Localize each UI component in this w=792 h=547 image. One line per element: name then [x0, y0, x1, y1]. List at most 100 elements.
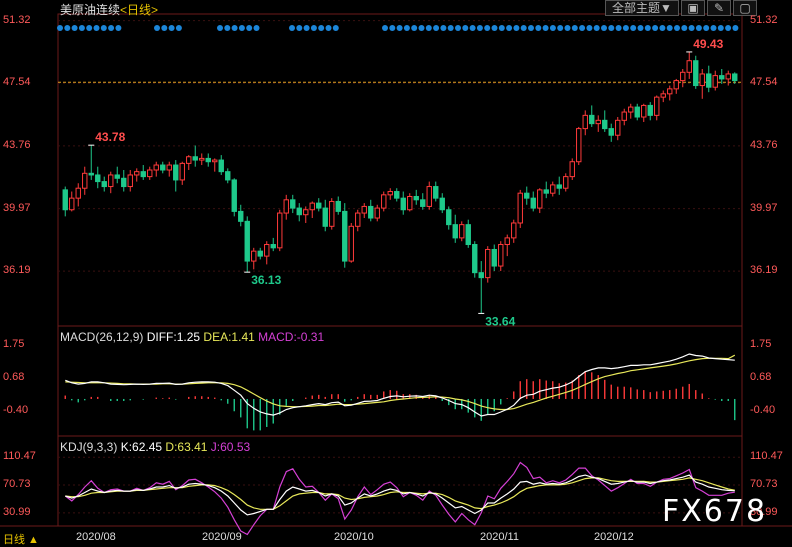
event-dot: [666, 25, 673, 31]
candle-body: [595, 119, 601, 125]
candle-body: [394, 191, 400, 199]
event-dot: [253, 25, 260, 31]
candle-body: [62, 189, 68, 211]
price-tick-right: 51.32: [750, 13, 778, 26]
candle-body: [615, 119, 621, 136]
event-dot: [71, 25, 78, 31]
macd-tick-right: 1.75: [750, 337, 772, 350]
candle-body: [277, 212, 283, 249]
price-tick-left: 43.76: [3, 138, 31, 151]
price-candles: [62, 51, 738, 314]
candle-body: [712, 75, 718, 88]
event-dot: [289, 25, 295, 31]
candle-body: [628, 106, 634, 113]
event-dot: [732, 25, 739, 31]
candle-body: [420, 199, 426, 207]
period-label[interactable]: <日线>: [120, 3, 159, 17]
candle-body: [407, 195, 413, 211]
candle-body: [582, 114, 588, 130]
event-dot: [455, 25, 461, 31]
candle-body: [563, 176, 569, 189]
candle-body: [576, 128, 582, 163]
event-dot: [637, 25, 644, 31]
price-tick-right: 36.19: [750, 264, 778, 277]
settings-button[interactable]: ✎: [707, 0, 731, 16]
candle-body: [433, 186, 439, 199]
candle-body: [173, 164, 179, 181]
event-dot: [217, 25, 223, 31]
macd-dea-label: DEA:1.41: [203, 330, 255, 344]
kdj-k-line: [65, 474, 735, 516]
kdj-tick-right: 30.99: [750, 505, 778, 518]
event-dot: [440, 25, 447, 31]
candle-body: [602, 119, 608, 130]
candle-body: [589, 114, 595, 125]
event-dot: [469, 25, 476, 31]
event-dot: [564, 25, 571, 31]
period-tab[interactable]: 日线 ▲: [3, 531, 39, 547]
price-tick-left: 39.97: [3, 201, 31, 214]
candle-body: [667, 88, 673, 95]
event-dot: [659, 25, 666, 31]
event-dot: [681, 25, 688, 31]
event-dot: [325, 25, 332, 31]
candle-body: [147, 169, 153, 178]
candle-body: [121, 177, 127, 188]
screenshot-button[interactable]: ▣: [681, 0, 705, 16]
expand-button[interactable]: ▢: [733, 0, 757, 16]
extreme-label-2: 33.64: [485, 314, 515, 328]
macd-tick-right: -0.40: [750, 404, 776, 417]
event-dot: [571, 25, 578, 31]
candle-body: [290, 199, 296, 209]
kdj-title: KDJ(9,3,3): [60, 440, 118, 454]
candle-body: [368, 205, 374, 219]
candle-body: [381, 194, 387, 209]
event-dot: [246, 25, 253, 31]
wrench-icon: ✎: [713, 1, 725, 15]
candle-body: [329, 200, 335, 227]
event-dot: [238, 25, 245, 31]
macd-plot: [64, 353, 736, 431]
event-dot: [303, 25, 310, 31]
event-dot: [462, 25, 469, 31]
event-dot: [498, 25, 505, 31]
candle-body: [335, 200, 341, 212]
period-tab-label: 日线: [3, 534, 25, 546]
event-dot: [717, 25, 724, 31]
event-dot: [601, 25, 607, 31]
event-dot: [579, 25, 586, 31]
macd-tick-left: 1.75: [3, 337, 25, 350]
date-label-1: 2020/09: [202, 531, 242, 543]
candle-body: [309, 202, 315, 211]
event-dot: [382, 25, 388, 31]
event-dot: [108, 25, 115, 31]
candle-body: [101, 181, 107, 188]
event-dot: [549, 25, 556, 31]
kdj-header: KDJ(9,3,3) K:62.45 D:63.41 J:60.53: [60, 440, 250, 454]
candle-body: [660, 93, 666, 98]
candle-body: [537, 189, 543, 209]
extreme-label-1: 36.13: [251, 273, 281, 287]
candle-body: [634, 106, 640, 118]
event-dot: [224, 25, 231, 31]
event-dot: [310, 25, 317, 31]
candle-body: [641, 104, 647, 118]
macd-tick-right: 0.68: [750, 370, 772, 383]
candle-body: [186, 156, 192, 164]
candle-body: [686, 60, 692, 73]
candle-body: [511, 222, 517, 239]
candle-body: [400, 197, 406, 211]
candle-body: [504, 237, 510, 246]
event-dot: [154, 25, 160, 31]
candle-body: [218, 159, 224, 173]
panel-frames: [0, 13, 792, 527]
theme-menu-button[interactable]: 全部主题▼: [605, 0, 679, 16]
event-dot: [389, 25, 396, 31]
candle-body: [264, 244, 270, 257]
candle-body: [693, 60, 699, 87]
event-dot: [476, 25, 483, 31]
candle-body: [199, 157, 205, 161]
candle-body: [569, 161, 575, 178]
macd-tick-left: -0.40: [3, 404, 29, 417]
